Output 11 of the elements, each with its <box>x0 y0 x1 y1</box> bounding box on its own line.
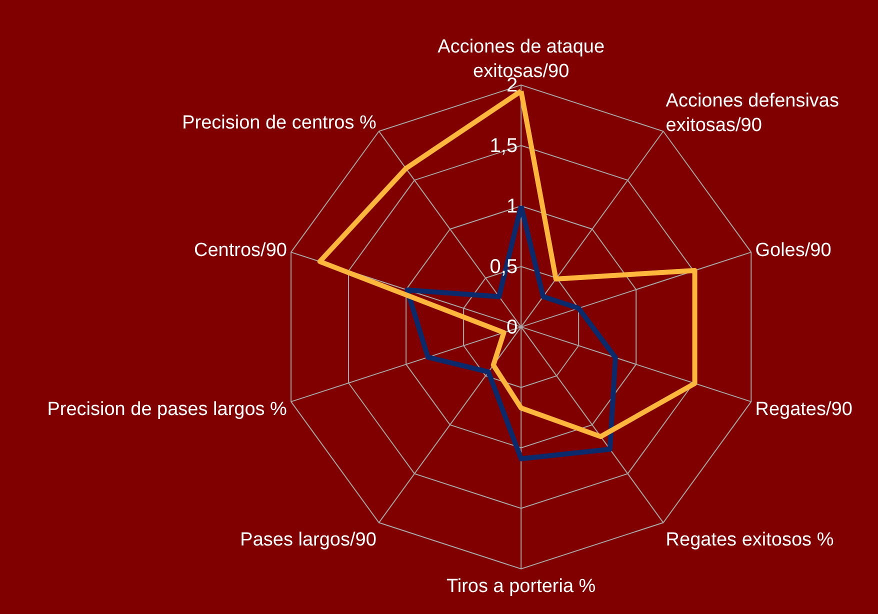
y-tick-label: 1,5 <box>490 135 518 158</box>
spoke-label: Pases largos/90 <box>240 529 376 550</box>
spoke-label: Regates/90 <box>755 399 852 420</box>
spoke-label: Tiros a porteria % <box>446 576 596 598</box>
spoke-label: Goles/90 <box>755 240 832 262</box>
spoke-label: Regates exitosos % <box>666 529 834 550</box>
spoke-label: Centros/90 <box>194 240 287 262</box>
spoke-label: Acciones defensivas exitosas/90 <box>666 90 840 136</box>
y-tick-label: 0,5 <box>490 256 518 278</box>
spoke-label: Precision de centros % <box>182 112 376 134</box>
spoke-label: Precision de pases largos % <box>47 399 288 420</box>
